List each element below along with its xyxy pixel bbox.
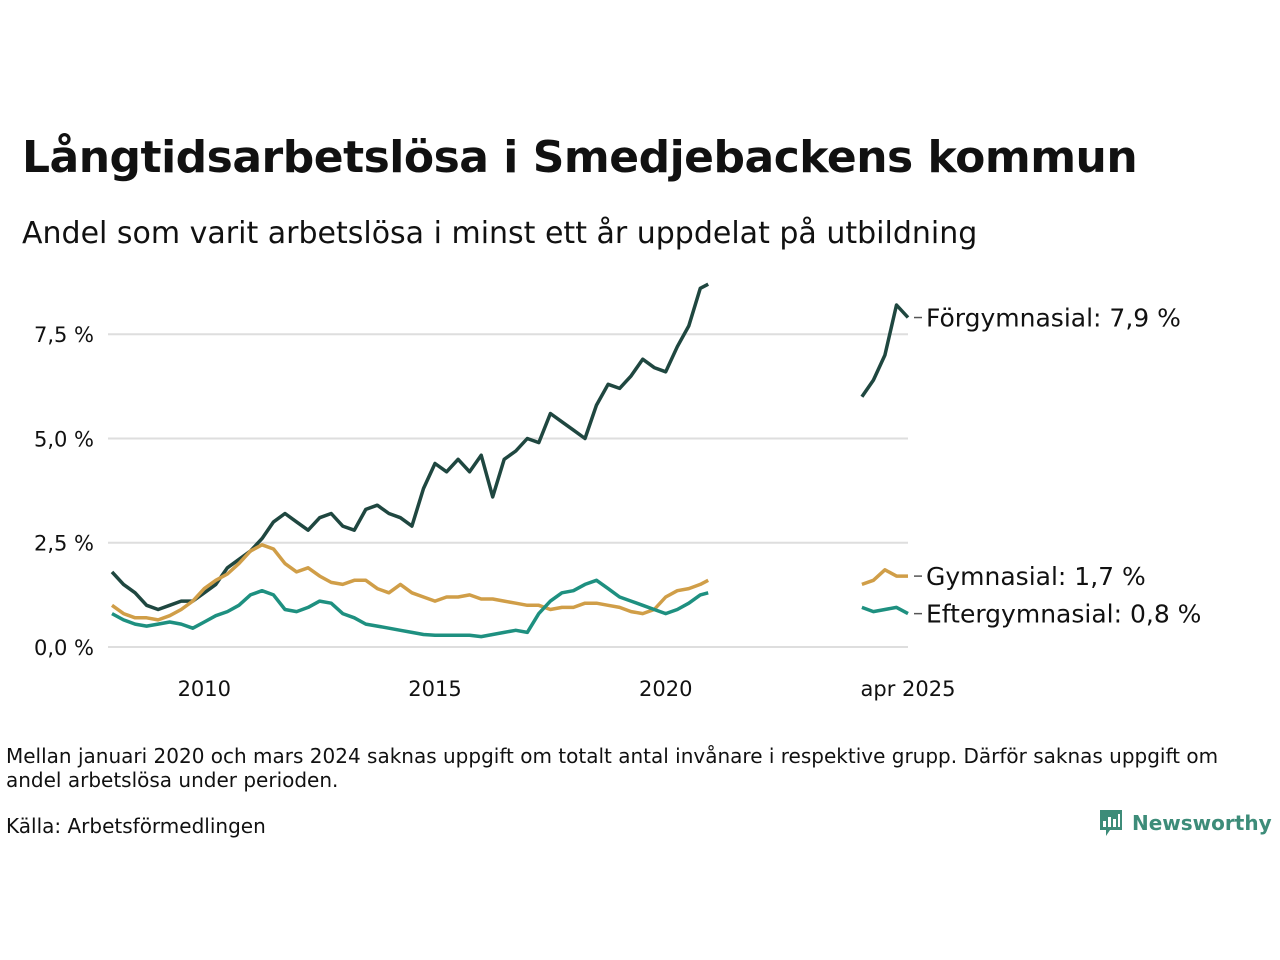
x-tick-label: 2020	[639, 677, 692, 701]
series-label-gymnasial: Gymnasial: 1,7 %	[926, 562, 1146, 591]
brand-name: Newsworthy	[1132, 811, 1272, 835]
series-label-eftergymnasial: Eftergymnasial: 0,8 %	[926, 600, 1201, 629]
footnote: Mellan januari 2020 och mars 2024 saknas…	[6, 744, 1219, 792]
x-tick-label: 2015	[408, 677, 461, 701]
series-labels: Förgymnasial: 7,9 % Gymnasial: 1,7 % Efter…	[914, 304, 1201, 629]
bar-chart-logo-icon	[1100, 810, 1122, 836]
y-tick-label: 5,0 %	[34, 427, 94, 451]
series-line-gymnasial	[110, 543, 710, 622]
y-axis-ticks: 0,0 % 2,5 % 5,0 % 7,5 %	[34, 323, 94, 660]
chart-title: Långtidsarbetslösa i Smedjebackens kommu…	[22, 132, 1138, 183]
series-line-förgymnasial	[110, 282, 710, 612]
x-tick-label: 2010	[178, 677, 231, 701]
x-tick-label: apr 2025	[861, 677, 956, 701]
series-line-eftergymnasial	[861, 605, 909, 616]
series-lines	[110, 282, 910, 639]
series-line-förgymnasial	[860, 303, 910, 398]
brand-logo: Newsworthy	[1098, 808, 1272, 838]
gridlines	[108, 333, 908, 648]
x-axis-ticks: 2010 2015 2020 apr 2025	[178, 677, 956, 701]
y-tick-label: 7,5 %	[34, 323, 94, 347]
y-tick-label: 2,5 %	[34, 532, 94, 556]
series-line-eftergymnasial	[111, 578, 709, 639]
line-chart: 0,0 % 2,5 % 5,0 % 7,5 % 2010 2015 2020 apr 202…	[34, 282, 1201, 701]
y-tick-label: 0,0 %	[34, 636, 94, 660]
series-label-förgymnasial: Förgymnasial: 7,9 %	[926, 304, 1181, 333]
source-credit: Källa: Arbetsförmedlingen	[6, 814, 266, 838]
series-line-gymnasial	[861, 568, 908, 587]
chart-subtitle: Andel som varit arbetslösa i minst ett å…	[22, 216, 978, 251]
